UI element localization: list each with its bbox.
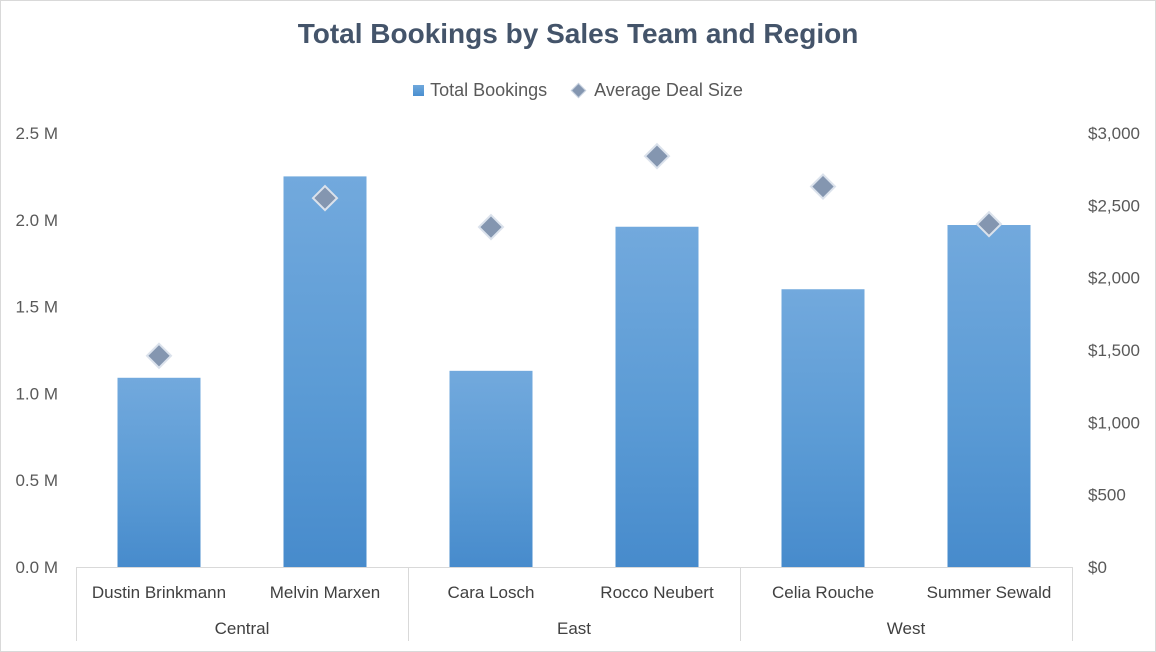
bar-total-bookings <box>615 226 699 567</box>
legend-item-total-bookings: Total Bookings <box>413 80 547 101</box>
label-layer: 0.0 M 0.5 M 1.0 M 1.5 M 2.0 M 2.5 M $0 $500 $1,0… <box>15 124 1140 638</box>
marker-average-deal-size <box>975 210 1003 238</box>
y-left-tick-label: 0.5 M <box>15 471 58 490</box>
y-left-tick-label: 1.5 M <box>15 298 58 317</box>
x-category-label: Melvin Marxen <box>270 583 381 602</box>
x-group-label: Central <box>215 619 270 638</box>
axis-layer <box>76 567 1073 641</box>
y-right-tick-label: $1,000 <box>1088 413 1140 432</box>
legend-item-average-deal-size: Average Deal Size <box>570 80 743 101</box>
marker-average-deal-size <box>477 213 505 241</box>
x-group-label: East <box>557 619 591 638</box>
y-right-tick-label: $1,500 <box>1088 341 1140 360</box>
marker-layer <box>145 142 1003 370</box>
bar-layer <box>117 176 1031 567</box>
bar-total-bookings <box>449 370 533 567</box>
y-left-tick-label: 1.0 M <box>15 384 58 403</box>
marker-average-deal-size <box>809 173 837 200</box>
chart-title: Total Bookings by Sales Team and Region <box>297 18 859 49</box>
marker-average-deal-size <box>311 184 339 212</box>
y-right-tick-label: $2,000 <box>1088 269 1140 288</box>
x-category-label: Rocco Neubert <box>600 583 714 602</box>
x-category-label: Cara Losch <box>448 583 535 602</box>
y-left-tick-label: 2.0 M <box>15 211 58 230</box>
bar-total-bookings <box>947 225 1031 567</box>
y-left-tick-label: 0.0 M <box>15 558 58 577</box>
y-right-tick-label: $2,500 <box>1088 196 1140 215</box>
y-left-tick-label: 2.5 M <box>15 124 58 143</box>
bar-total-bookings <box>283 176 367 567</box>
marker-average-deal-size <box>643 142 671 170</box>
marker-average-deal-size <box>145 342 173 370</box>
bar-total-bookings <box>781 289 865 567</box>
x-category-label: Summer Sewald <box>927 583 1052 602</box>
x-category-label: Dustin Brinkmann <box>92 583 226 602</box>
chart-legend: Total Bookings Average Deal Size <box>0 80 1156 101</box>
x-category-label: Celia Rouche <box>772 583 874 602</box>
y-right-tick-label: $500 <box>1088 486 1126 505</box>
legend-bar-swatch-icon <box>413 85 425 96</box>
legend-label-total-bookings: Total Bookings <box>430 80 548 100</box>
legend-label-average-deal-size: Average Deal Size <box>594 80 743 100</box>
y-right-tick-label: $3,000 <box>1088 124 1140 143</box>
x-group-label: West <box>887 619 926 638</box>
bar-total-bookings <box>117 377 201 567</box>
y-right-tick-label: $0 <box>1088 558 1107 577</box>
